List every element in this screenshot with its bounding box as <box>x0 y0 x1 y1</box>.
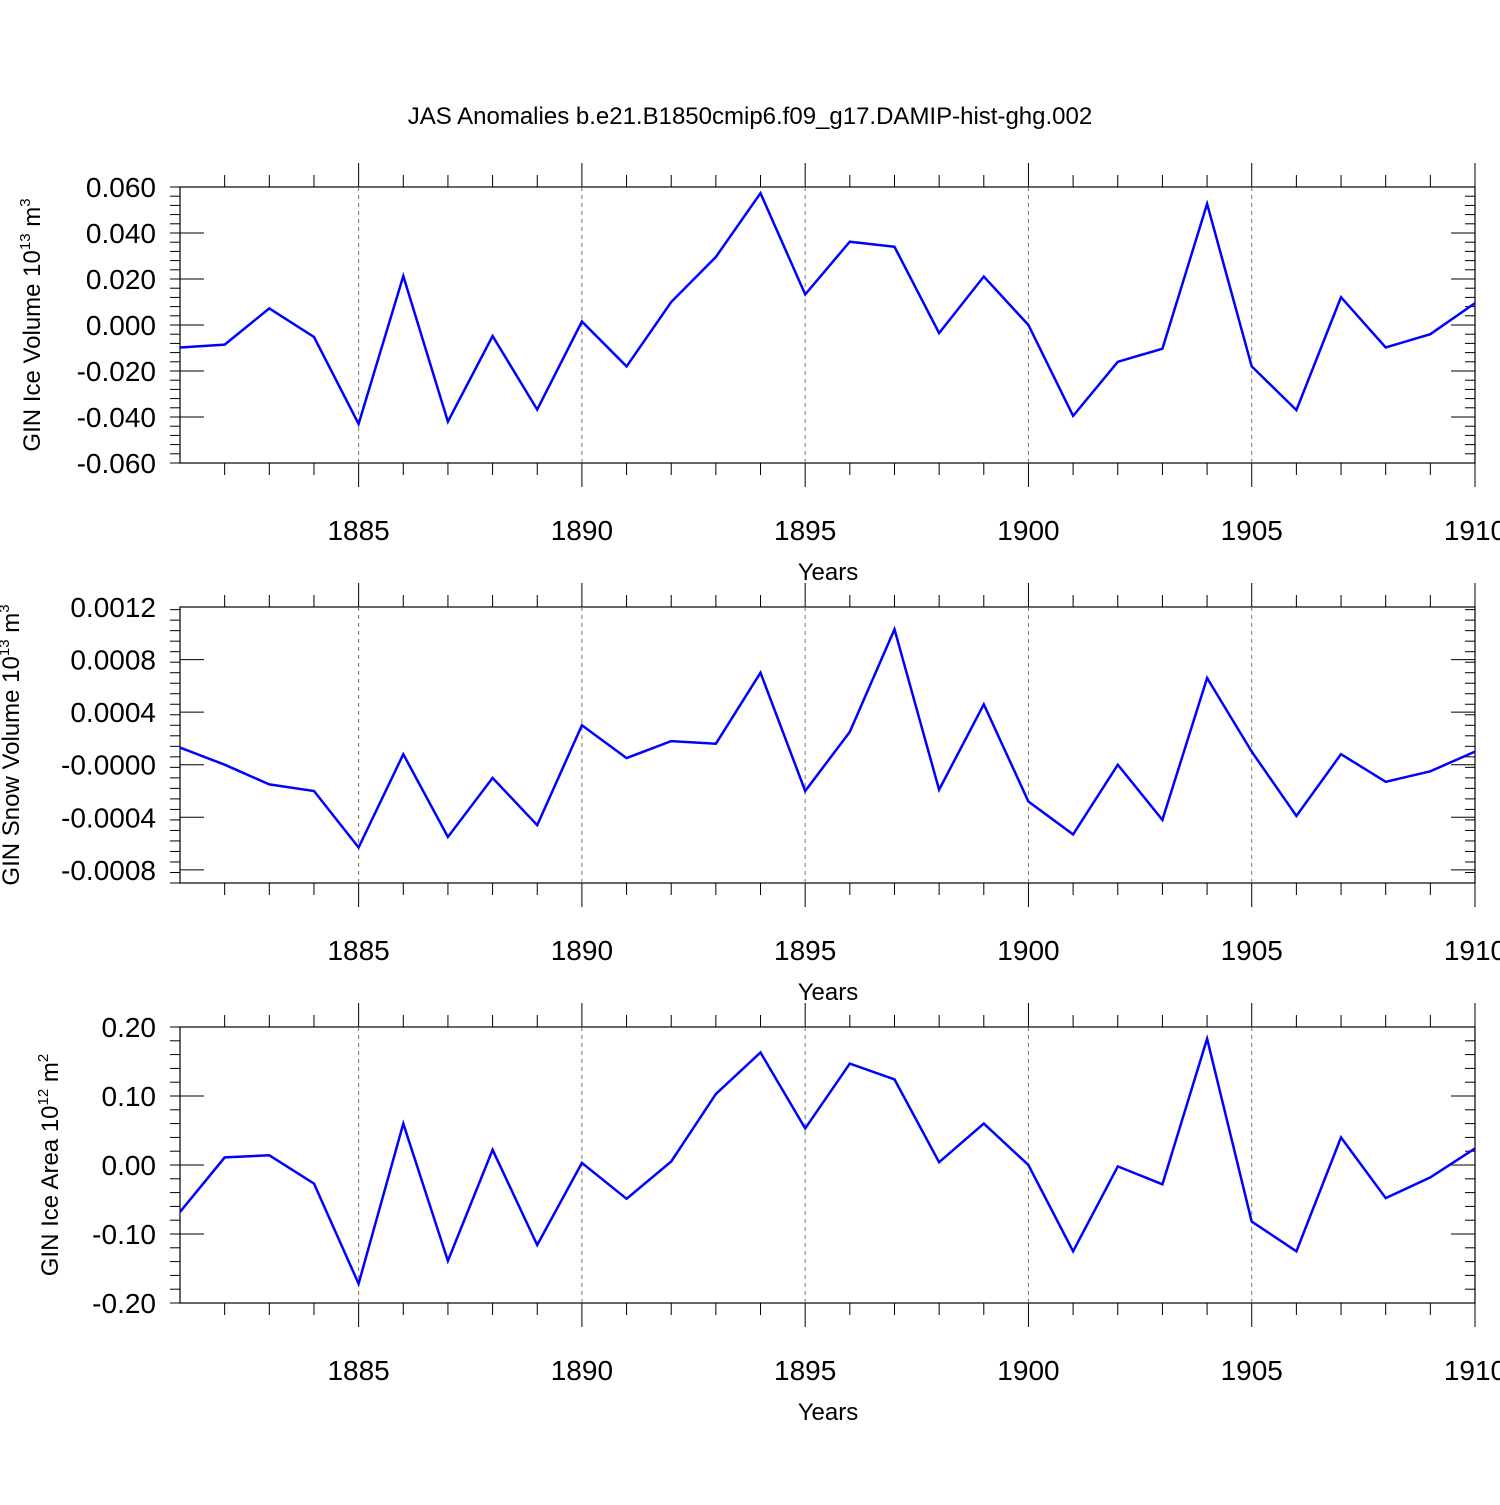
ice-area-ytick-label: -0.20 <box>92 1288 156 1319</box>
snow-volume-series-line <box>179 625 1476 850</box>
ice-volume-xaxis-label: Years <box>798 559 859 586</box>
figure-title: JAS Anomalies b.e21.B1850cmip6.f09_g17.D… <box>408 103 1092 130</box>
ice-area-xtick-label-1905: 1905 <box>1221 1355 1283 1386</box>
ice-area-ytick-label: -0.10 <box>92 1219 156 1250</box>
ice-area-xtick-label-1890: 1890 <box>551 1355 613 1386</box>
snow-volume-yaxis-label: GIN Snow Volume 1013 m3 <box>0 604 25 885</box>
snow-volume-xtick-label-1905: 1905 <box>1221 935 1283 966</box>
snow-volume-xtick-label-1885: 1885 <box>327 935 389 966</box>
panel-snow-volume: 0.0012 0.0008 0.0004 -0.0000 -0.0004 -0.0008 1… <box>0 583 1500 1006</box>
snow-volume-xtick-label-1900: 1900 <box>997 935 1059 966</box>
ice-area-xtick-label-1895: 1895 <box>774 1355 836 1386</box>
ice-volume-ytick-label: 0.040 <box>86 218 156 249</box>
ice-volume-xtick-label-1885: 1885 <box>327 515 389 546</box>
ice-volume-plot-frame <box>179 186 1476 464</box>
ice-volume-xtick-label-1895: 1895 <box>774 515 836 546</box>
ice-volume-xtick-label-1900: 1900 <box>997 515 1059 546</box>
snow-volume-ytick-label: 0.0008 <box>70 645 156 676</box>
ice-area-ytick-label: 0.20 <box>102 1012 157 1043</box>
snow-volume-xtick-label-1895: 1895 <box>774 935 836 966</box>
snow-volume-ytick-label: 0.0012 <box>70 592 156 623</box>
ice-area-ytick-label: 0.00 <box>102 1150 157 1181</box>
snow-volume-xtick-label-1890: 1890 <box>551 935 613 966</box>
ice-volume-ytick-label: -0.040 <box>77 402 156 433</box>
ice-volume-ytick-label: 0.020 <box>86 264 156 295</box>
ice-volume-series-line <box>179 190 1476 428</box>
snow-volume-plot-frame <box>179 606 1476 884</box>
ice-area-xtick-label-1885: 1885 <box>327 1355 389 1386</box>
ice-volume-xtick-label-1910: 1910 <box>1444 515 1500 546</box>
snow-volume-ytick-label: -0.0008 <box>61 855 156 886</box>
snow-volume-ytick-label: 0.0004 <box>70 697 156 728</box>
ice-area-ytick-label: 0.10 <box>102 1081 157 1112</box>
ice-volume-yaxis-label: GIN Ice Volume 1013 m3 <box>17 198 46 451</box>
ice-area-yaxis-label: GIN Ice Area 1012 m2 <box>35 1054 64 1276</box>
snow-volume-xaxis-label: Years <box>798 979 859 1006</box>
panel-ice-area: 0.20 0.10 0.00 -0.10 -0.20 1885 1890 1895 1900 19… <box>35 1003 1500 1426</box>
snow-volume-xtick-label-1910: 1910 <box>1444 935 1500 966</box>
ice-area-plot-frame <box>179 1026 1476 1304</box>
ice-volume-ytick-label: -0.060 <box>77 448 156 479</box>
ice-volume-xtick-label-1905: 1905 <box>1221 515 1283 546</box>
ice-area-xaxis-label: Years <box>798 1399 859 1426</box>
snow-volume-ytick-label: -0.0004 <box>61 802 156 833</box>
ice-volume-ytick-label: -0.020 <box>77 356 156 387</box>
ice-volume-ytick-label: 0.000 <box>86 310 156 341</box>
ice-volume-ytick-label: 0.060 <box>86 172 156 203</box>
ice-area-xtick-label-1900: 1900 <box>997 1355 1059 1386</box>
ice-area-series-line <box>179 1033 1476 1288</box>
panel-ice-volume: 0.060 0.040 0.020 0.000 -0.020 -0.040 -0.060 18… <box>17 163 1500 586</box>
ice-area-xtick-label-1910: 1910 <box>1444 1355 1500 1386</box>
ice-volume-xtick-label-1890: 1890 <box>551 515 613 546</box>
snow-volume-ytick-label: -0.0000 <box>61 750 156 781</box>
